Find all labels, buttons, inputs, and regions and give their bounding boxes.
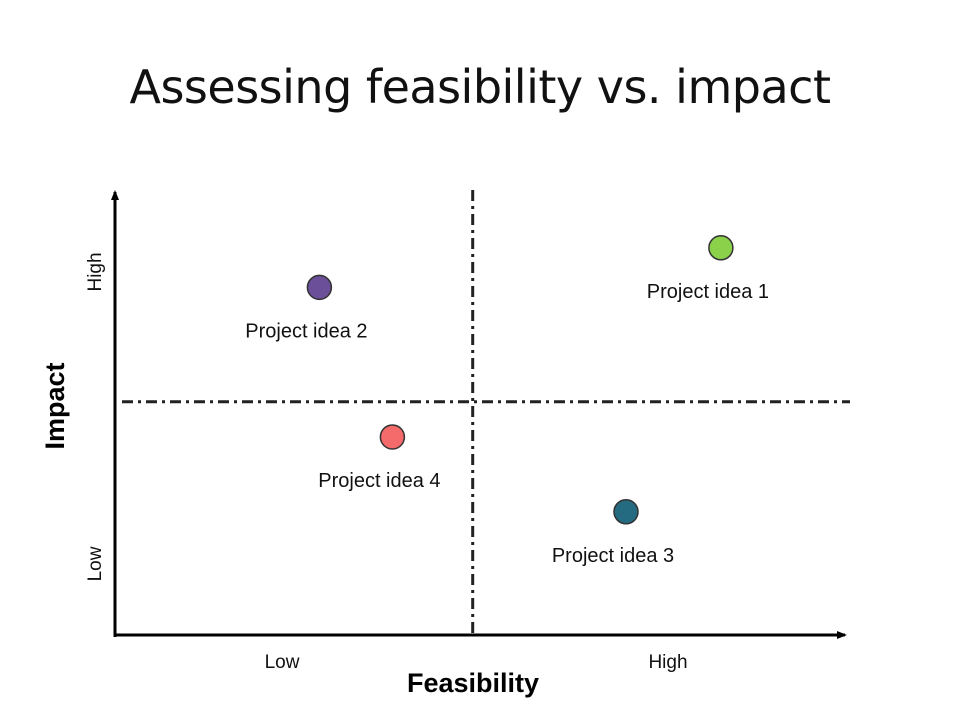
project-idea-1-point xyxy=(708,235,734,261)
points-layer: Project idea 1 Project idea 2 Project idea… xyxy=(245,235,769,567)
project-idea-3-label: Project idea 3 xyxy=(552,545,674,567)
slide-title: Assessing feasibility vs. impact xyxy=(129,60,831,114)
project-idea-4-point xyxy=(379,424,406,450)
y-tick-high: High xyxy=(85,252,106,291)
y-tick-low: Low xyxy=(85,546,106,581)
y-axis-title: Impact xyxy=(40,362,70,449)
project-idea-2-label: Project idea 2 xyxy=(245,320,367,342)
project-idea-3-point xyxy=(613,499,639,525)
x-tick-high: High xyxy=(648,652,687,673)
x-axis-title: Feasibility xyxy=(407,668,539,698)
project-idea-4-label: Project idea 4 xyxy=(318,470,440,492)
project-idea-2-point xyxy=(306,274,333,301)
project-idea-1-label: Project idea 1 xyxy=(647,281,769,303)
x-tick-low: Low xyxy=(265,652,300,673)
